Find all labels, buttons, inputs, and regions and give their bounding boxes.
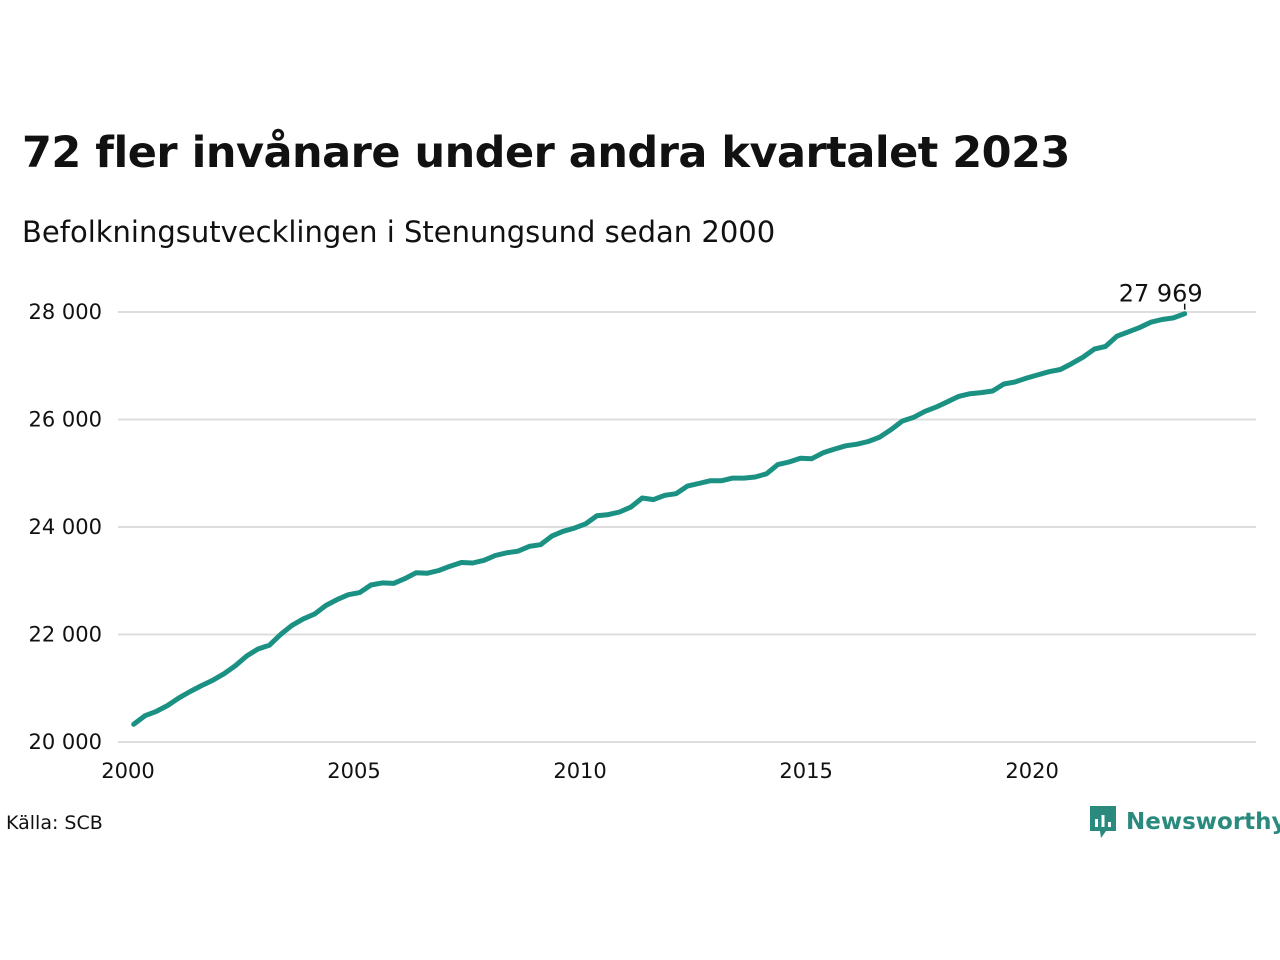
- x-tick-label: 2010: [553, 759, 606, 783]
- chart-subtitle: Befolkningsutvecklingen i Stenungsund se…: [22, 215, 776, 249]
- x-tick-label: 2015: [779, 759, 832, 783]
- x-axis-tick-labels: 2000 2005 2010 2015 2020: [101, 759, 1059, 783]
- population-line: [131, 311, 1188, 727]
- x-tick-label: 2005: [327, 759, 380, 783]
- chart-title: 72 fler invånare under andra kvartalet 2…: [22, 128, 1070, 178]
- y-tick-label: 24 000: [29, 515, 102, 539]
- y-tick-label: 22 000: [29, 623, 102, 647]
- gridlines: [118, 311, 1256, 743]
- newsworthy-logo-icon: [1090, 806, 1116, 838]
- source-note: Källa: SCB: [6, 812, 103, 834]
- y-axis-tick-labels: 20 000 22 000 24 000 26 000 28 000: [29, 300, 102, 754]
- last-value-label: 27 969: [1119, 280, 1203, 308]
- y-tick-label: 20 000: [29, 730, 102, 754]
- brand-logo: Newsworthy: [1088, 804, 1280, 840]
- y-tick-label: 26 000: [29, 408, 102, 432]
- annotation-layer: 27 969: [1119, 280, 1203, 310]
- x-tick-label: 2020: [1005, 759, 1058, 783]
- x-tick-label: 2000: [101, 759, 154, 783]
- brand-name: Newsworthy: [1126, 809, 1280, 835]
- y-tick-label: 28 000: [29, 300, 102, 324]
- series-layer: [131, 311, 1188, 727]
